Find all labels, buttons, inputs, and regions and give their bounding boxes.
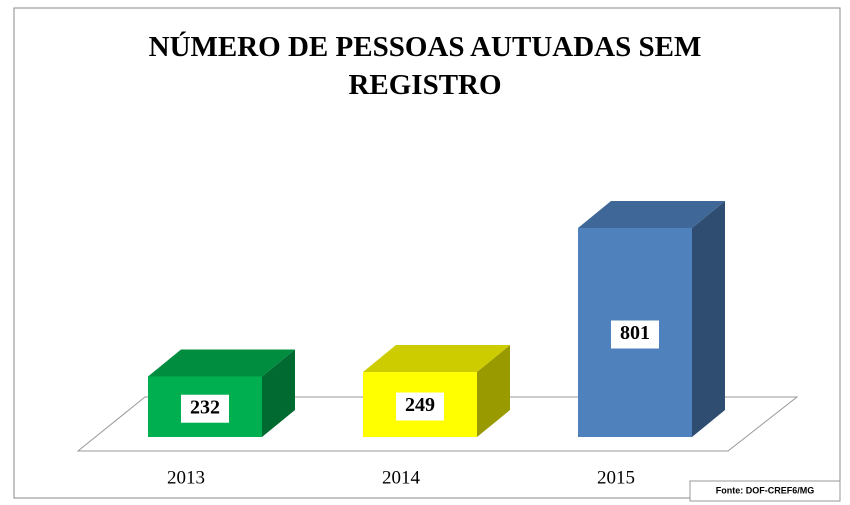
value-label: 249 [405, 394, 435, 416]
x-tick-label: 2014 [382, 467, 421, 488]
chart-title: NÚMERO DE PESSOAS AUTUADAS SEM REGISTRO [148, 31, 702, 101]
bar-top [148, 349, 295, 377]
value-label: 801 [620, 322, 650, 344]
value-label-box [181, 394, 229, 423]
bar-top [578, 201, 725, 228]
bar-side [262, 349, 295, 437]
source: Fonte: DOF-CREF6/MG [716, 485, 815, 495]
bar-side [692, 201, 725, 437]
value-label: 232 [190, 396, 220, 418]
value-label-box [611, 320, 659, 349]
source-box [689, 480, 841, 502]
bar-top [363, 345, 510, 373]
x-tick-label: 2015 [597, 467, 635, 488]
x-tick-label: 2013 [167, 467, 205, 488]
value-label-box [396, 392, 444, 421]
bar-side [477, 345, 510, 437]
